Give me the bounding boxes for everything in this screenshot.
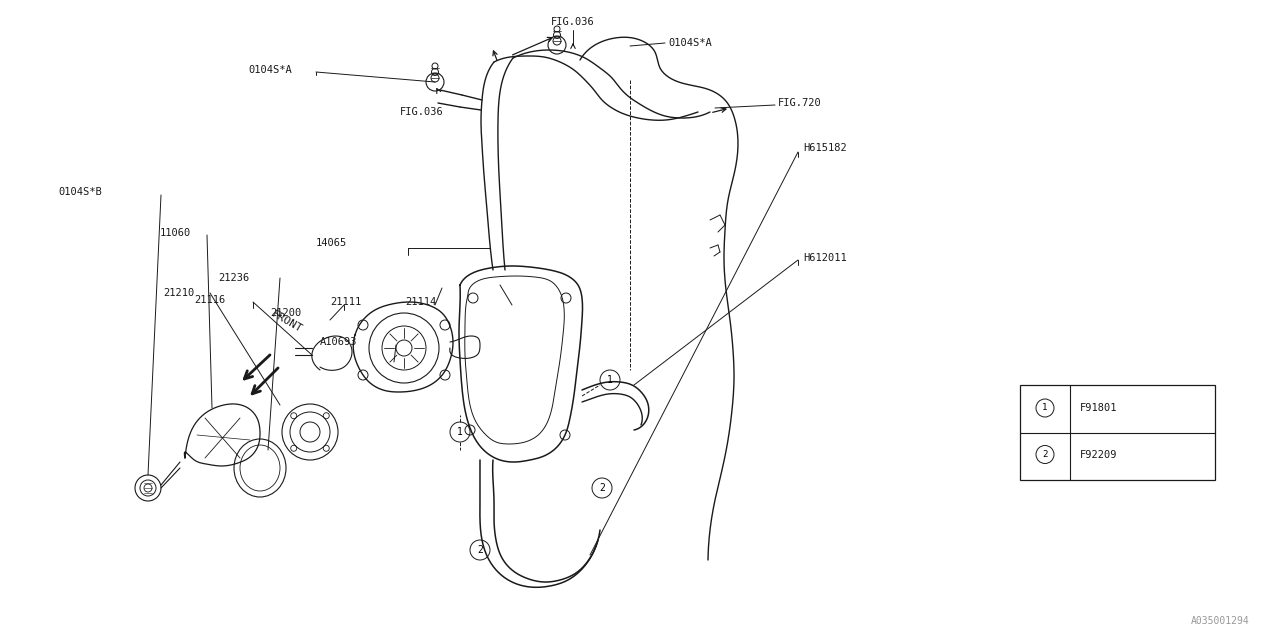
Text: 0104S*A: 0104S*A [248, 65, 292, 75]
Text: 21236: 21236 [218, 273, 250, 283]
Text: A10693: A10693 [320, 337, 357, 347]
Text: FIG.720: FIG.720 [778, 98, 822, 108]
Text: 1: 1 [457, 427, 463, 437]
Text: 1: 1 [607, 375, 613, 385]
Text: F91801: F91801 [1080, 403, 1117, 413]
Text: 1: 1 [1042, 403, 1048, 413]
Text: H615182: H615182 [803, 143, 847, 153]
Text: 2: 2 [599, 483, 605, 493]
Text: 14065: 14065 [316, 238, 347, 248]
Text: 21111: 21111 [330, 297, 361, 307]
Text: 21116: 21116 [195, 295, 225, 305]
Text: A035001294: A035001294 [1192, 616, 1251, 626]
Text: H612011: H612011 [803, 253, 847, 263]
Text: 0104S*B: 0104S*B [58, 187, 101, 197]
Text: 21210: 21210 [163, 288, 195, 298]
Text: 11060: 11060 [160, 228, 191, 238]
Text: 2: 2 [477, 545, 483, 555]
Text: 21114: 21114 [404, 297, 436, 307]
Bar [1020, 385, 1215, 480]
Text: 21200: 21200 [270, 308, 301, 318]
Text: FIG.036: FIG.036 [399, 107, 444, 117]
Text: 2: 2 [1042, 450, 1048, 459]
Text: F92209: F92209 [1080, 449, 1117, 460]
Text: FRONT: FRONT [270, 309, 305, 335]
Text: FIG.036: FIG.036 [552, 17, 595, 27]
Text: 0104S*A: 0104S*A [668, 38, 712, 48]
